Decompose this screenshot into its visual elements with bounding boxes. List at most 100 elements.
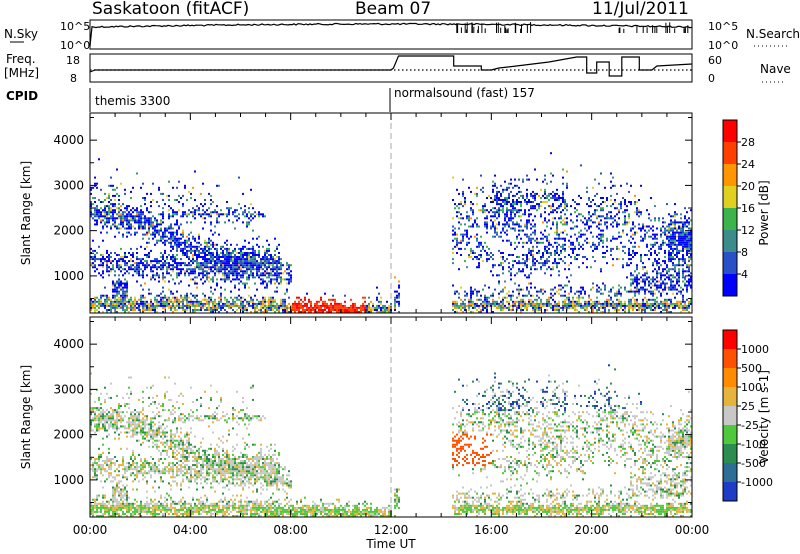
range-gate-cell bbox=[228, 213, 230, 216]
range-gate-cell bbox=[234, 262, 236, 265]
range-gate-cell bbox=[216, 278, 218, 281]
range-gate-cell bbox=[142, 264, 144, 267]
range-gate-cell bbox=[556, 199, 558, 201]
range-gate-cell bbox=[524, 264, 526, 267]
range-gate-cell bbox=[632, 302, 634, 305]
range-gate-cell bbox=[252, 237, 254, 240]
range-gate-cell bbox=[618, 231, 620, 234]
range-gate-cell bbox=[108, 213, 110, 216]
range-gate-cell bbox=[468, 256, 470, 258]
range-gate-cell bbox=[94, 260, 96, 263]
range-gate-cell bbox=[460, 241, 462, 244]
range-gate-cell bbox=[352, 311, 354, 313]
range-gate-cell bbox=[134, 215, 136, 218]
colorbar-tick-label: 8 bbox=[741, 246, 748, 259]
range-gate-cell bbox=[648, 284, 650, 287]
range-gate-cell bbox=[584, 309, 586, 311]
range-gate-cell bbox=[354, 302, 356, 305]
range-gate-cell bbox=[114, 221, 116, 224]
range-gate-cell bbox=[126, 256, 128, 258]
range-gate-cell bbox=[248, 276, 250, 279]
range-gate-cell bbox=[258, 215, 260, 218]
range-gate-cell bbox=[256, 298, 258, 301]
range-gate-cell bbox=[616, 247, 618, 250]
range-gate-cell bbox=[156, 272, 158, 275]
range-gate-cell bbox=[316, 300, 318, 303]
range-gate-cell bbox=[204, 213, 206, 216]
range-gate-cell bbox=[160, 219, 162, 222]
range-gate-cell bbox=[300, 302, 302, 305]
range-gate-cell bbox=[198, 209, 200, 212]
range-gate-cell bbox=[608, 294, 610, 297]
range-gate-cell bbox=[510, 227, 512, 230]
range-gate-cell bbox=[556, 233, 558, 236]
range-gate-cell bbox=[238, 262, 240, 265]
range-gate-cell bbox=[598, 237, 600, 240]
range-gate-cell bbox=[538, 241, 540, 244]
range-gate-cell bbox=[388, 311, 390, 313]
range-gate-cell bbox=[232, 304, 234, 307]
range-gate-cell bbox=[176, 298, 178, 301]
range-gate-cell bbox=[470, 209, 472, 212]
range-gate-cell bbox=[388, 306, 390, 309]
range-gate-cell bbox=[530, 298, 532, 301]
range-gate-cell bbox=[468, 302, 470, 305]
range-gate-cell bbox=[188, 237, 190, 240]
range-gate-cell bbox=[144, 302, 146, 305]
range-gate-cell bbox=[678, 280, 680, 283]
range-gate-cell bbox=[626, 205, 628, 208]
range-gate-cell bbox=[202, 227, 204, 230]
range-gate-cell bbox=[500, 184, 502, 187]
range-gate-cell bbox=[556, 211, 558, 214]
range-gate-cell bbox=[544, 304, 546, 307]
range-gate-cell bbox=[154, 260, 156, 263]
range-gate-cell bbox=[562, 197, 564, 199]
range-gate-cell bbox=[90, 192, 92, 195]
range-gate-cell bbox=[676, 288, 678, 291]
range-gate-cell bbox=[162, 266, 164, 269]
range-gate-cell bbox=[548, 199, 550, 201]
range-gate-cell bbox=[492, 302, 494, 305]
range-gate-cell bbox=[482, 300, 484, 303]
range-gate-cell bbox=[224, 264, 226, 267]
range-gate-cell bbox=[470, 207, 472, 210]
range-gate-cell bbox=[238, 268, 240, 271]
range-gate-cell bbox=[212, 309, 214, 311]
range-gate-cell bbox=[204, 221, 206, 224]
range-gate-cell bbox=[470, 252, 472, 254]
range-gate-cell bbox=[652, 302, 654, 305]
range-gate-cell bbox=[270, 300, 272, 303]
range-gate-cell bbox=[642, 266, 644, 269]
range-gate-cell bbox=[682, 258, 684, 261]
range-gate-cell bbox=[514, 304, 516, 307]
range-gate-cell bbox=[548, 205, 550, 208]
range-gate-cell bbox=[510, 243, 512, 246]
range-gate-cell bbox=[172, 233, 174, 236]
range-gate-cell bbox=[236, 252, 238, 254]
range-gate-cell bbox=[452, 309, 454, 311]
range-gate-cell bbox=[668, 311, 670, 313]
range-gate-cell bbox=[612, 176, 614, 179]
range-gate-cell bbox=[154, 266, 156, 269]
range-gate-cell bbox=[456, 205, 458, 208]
range-gate-cell bbox=[124, 262, 126, 265]
range-gate-cell bbox=[218, 215, 220, 218]
range-gate-cell bbox=[526, 276, 528, 279]
range-gate-cell bbox=[520, 311, 522, 313]
range-gate-cell bbox=[544, 178, 546, 181]
range-gate-cell bbox=[250, 203, 252, 206]
range-gate-cell bbox=[172, 245, 174, 248]
range-gate-cell bbox=[148, 309, 150, 311]
range-gate-cell bbox=[576, 239, 578, 242]
range-gate-cell bbox=[572, 306, 574, 309]
range-gate-cell bbox=[688, 245, 690, 248]
range-gate-cell bbox=[616, 306, 618, 309]
range-gate-cell bbox=[558, 254, 560, 256]
range-gate-cell bbox=[114, 284, 116, 287]
range-gate-cell bbox=[674, 239, 676, 242]
range-gate-cell bbox=[110, 207, 112, 210]
range-gate-cell bbox=[192, 235, 194, 238]
range-gate-cell bbox=[278, 266, 280, 269]
range-gate-cell bbox=[116, 288, 118, 291]
range-gate-cell bbox=[274, 306, 276, 309]
